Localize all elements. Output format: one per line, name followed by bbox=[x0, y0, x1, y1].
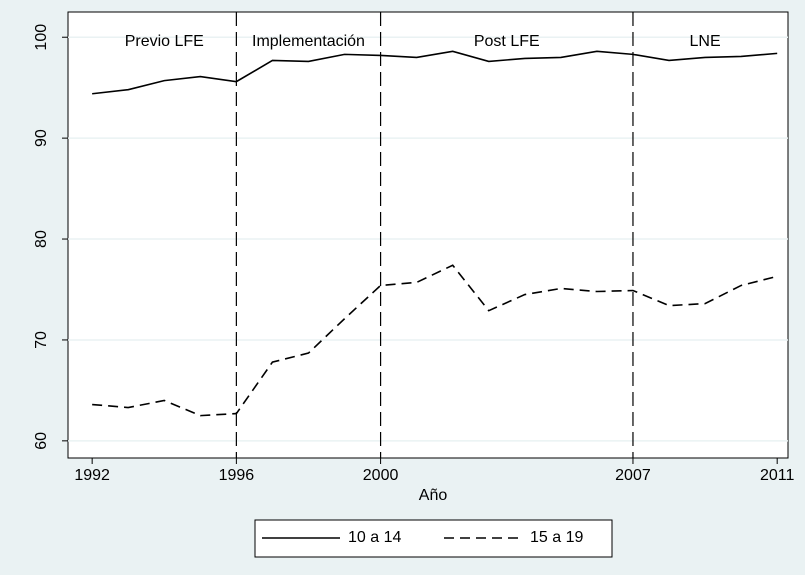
period-label: Post LFE bbox=[474, 33, 540, 50]
x-tick-label: 1996 bbox=[219, 467, 255, 484]
plot-area bbox=[67, 11, 789, 459]
period-label: LNE bbox=[690, 33, 721, 50]
y-tick-label: 70 bbox=[33, 331, 50, 349]
period-label: Implementación bbox=[252, 33, 365, 50]
y-tick-label: 80 bbox=[33, 230, 50, 248]
period-label: Previo LFE bbox=[125, 33, 204, 50]
x-axis-label: Año bbox=[419, 487, 448, 504]
x-tick-label: 1992 bbox=[74, 467, 110, 484]
y-tick-label: 60 bbox=[33, 432, 50, 450]
legend-label: 10 a 14 bbox=[348, 529, 401, 546]
legend-label: 15 a 19 bbox=[530, 529, 583, 546]
y-tick-label: 100 bbox=[33, 24, 50, 51]
x-tick-label: 2011 bbox=[760, 467, 795, 484]
data-line bbox=[92, 50, 778, 95]
x-tick-label: 2007 bbox=[615, 467, 651, 484]
data-line bbox=[92, 264, 778, 417]
x-tick-label: 2000 bbox=[363, 467, 399, 484]
y-tick-label: 90 bbox=[33, 129, 50, 147]
